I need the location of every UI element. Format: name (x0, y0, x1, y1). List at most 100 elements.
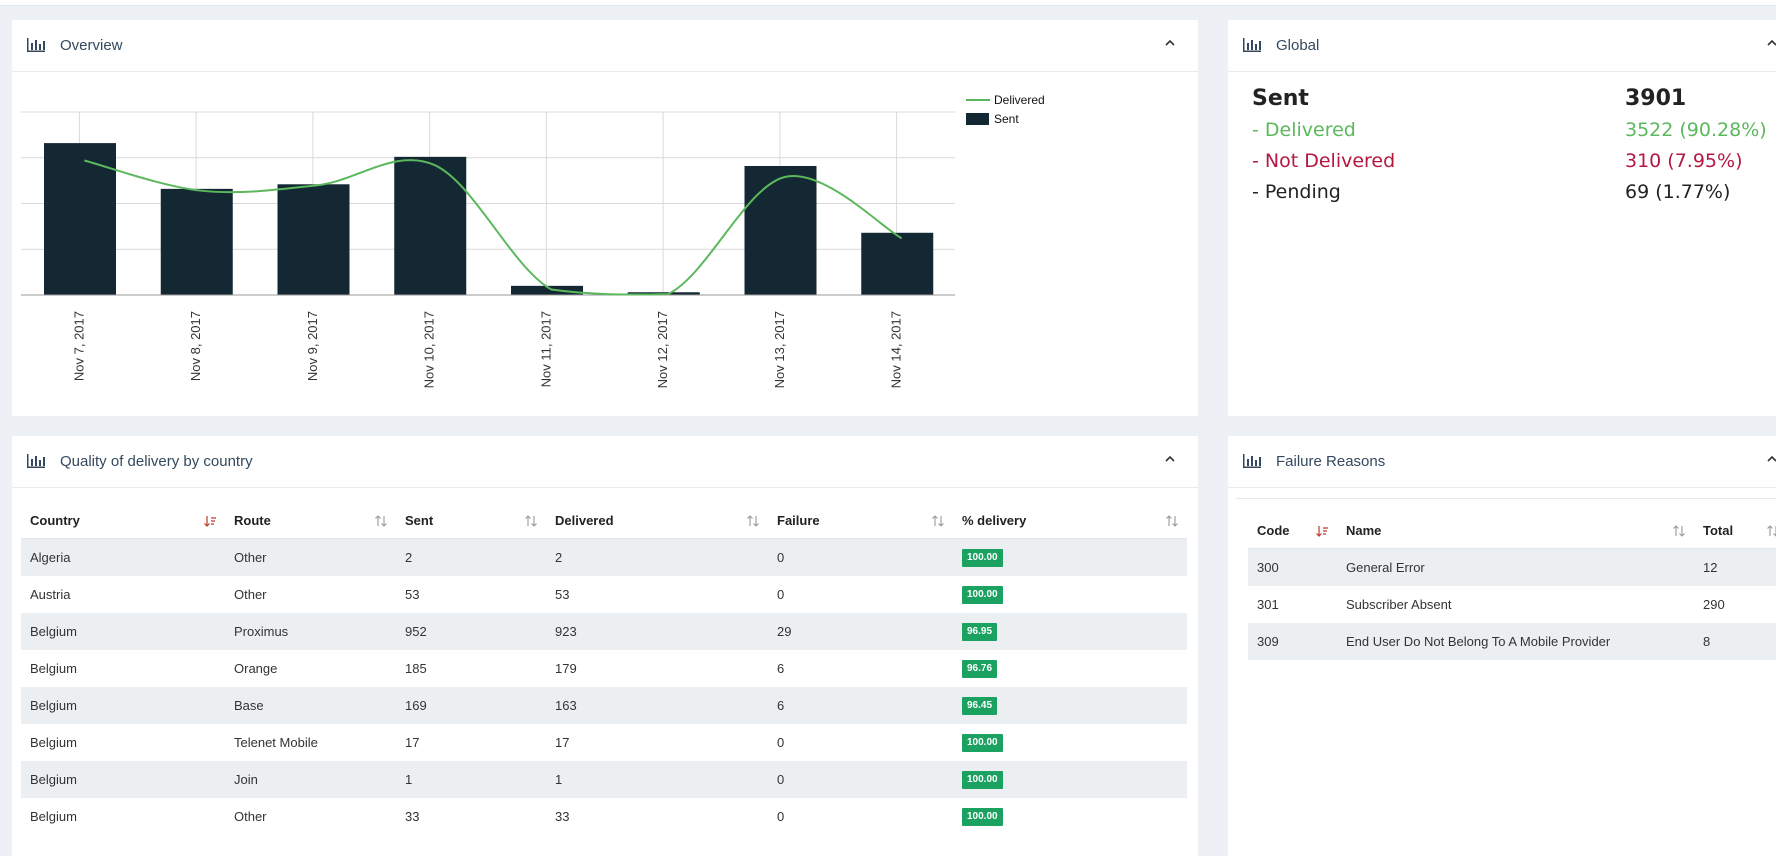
cell-value: Belgium (30, 809, 77, 824)
global-panel: Global Sent 3901 - Delivered 3522 (90.28… (1228, 20, 1776, 416)
line-delivered[interactable] (84, 159, 903, 296)
column-label: Total (1703, 522, 1734, 538)
bar-sent-2[interactable] (277, 184, 350, 295)
column-header-route[interactable]: Route (225, 502, 396, 539)
bar-sent-1[interactable] (160, 188, 233, 295)
chevron-up-icon[interactable] (1161, 450, 1179, 468)
cell-delivered: 1 (546, 761, 768, 798)
table-row[interactable]: Belgium Base 169 163 6 96.45 (21, 687, 1187, 724)
cell-delivery: 100.00 (953, 724, 1187, 761)
table-row[interactable]: 309 End User Do Not Belong To A Mobile Pr… (1248, 623, 1776, 660)
bar-sent-4[interactable] (511, 285, 583, 295)
cell-code: 301 (1248, 586, 1337, 623)
chevron-up-icon[interactable] (1161, 34, 1179, 52)
table-row[interactable]: 301 Subscriber Absent 290 (1248, 586, 1776, 623)
legend-label-delivered: Delivered (994, 92, 1045, 107)
cell-value: 179 (555, 661, 577, 676)
cell-country: Belgium (21, 724, 225, 761)
cell-route: Telenet Mobile (225, 724, 396, 761)
cell-delivery: 96.95 (953, 613, 1187, 650)
cell-failure: 0 (768, 761, 953, 798)
table-row[interactable]: Belgium Join 1 1 0 100.00 (21, 761, 1187, 798)
cell-delivered: 179 (546, 650, 768, 687)
column-header-code[interactable]: Code (1248, 512, 1337, 549)
cell-value: 1 (555, 772, 563, 787)
cell-value: 923 (555, 624, 577, 639)
cell-sent: 53 (396, 576, 546, 613)
cell-value: 6 (777, 661, 785, 676)
table-row[interactable]: Austria Other 53 53 0 100.00 (21, 576, 1187, 613)
chevron-up-icon[interactable] (1763, 34, 1776, 52)
bar-sent-0[interactable] (44, 143, 116, 295)
cell-value: 185 (405, 661, 427, 676)
x-tick-label: Nov 13, 2017 (772, 311, 787, 388)
cell-route: Other (225, 538, 396, 576)
sort-icon[interactable] (1766, 524, 1776, 538)
table-row[interactable]: Belgium Telenet Mobile 17 17 0 100.00 (21, 724, 1187, 761)
column-header-name[interactable]: Name (1337, 512, 1694, 549)
bar-sent-6[interactable] (744, 165, 817, 295)
delivered-value: 3522 (90.28%) (1625, 119, 1767, 141)
sort-desc-icon[interactable] (1315, 524, 1329, 538)
table-row[interactable]: Belgium Proximus 952 923 29 96.95 (21, 613, 1187, 650)
cell-value: Belgium (30, 661, 77, 676)
cell-name: General Error (1337, 548, 1694, 586)
cell-failure: 6 (768, 650, 953, 687)
sort-icon[interactable] (374, 514, 388, 528)
chevron-up-icon[interactable] (1763, 450, 1776, 468)
cell-value: Subscriber Absent (1346, 597, 1452, 612)
not-delivered-label: - Not Delivered (1252, 150, 1396, 172)
cell-value: 0 (777, 550, 785, 565)
table-row[interactable]: Belgium Other 33 33 0 100.00 (21, 798, 1187, 835)
column-label: Route (234, 512, 271, 528)
cell-value: Algeria (30, 550, 71, 565)
global-header: Global (1228, 20, 1776, 72)
cell-value: 33 (555, 809, 570, 824)
legend-label-sent: Sent (994, 111, 1019, 126)
sort-icon[interactable] (931, 514, 945, 528)
cell-value: 0 (777, 809, 785, 824)
x-tick-label: Nov 10, 2017 (422, 311, 437, 388)
column-header-delivery[interactable]: % delivery (953, 502, 1187, 539)
cell-value: Other (234, 587, 267, 602)
bar-chart-icon (27, 454, 45, 468)
cell-value: Telenet Mobile (234, 735, 318, 750)
sort-desc-icon[interactable] (203, 514, 217, 528)
cell-country: Belgium (21, 613, 225, 650)
top-bar (0, 0, 1776, 6)
column-header-delivered[interactable]: Delivered (546, 502, 768, 539)
sort-icon[interactable] (524, 514, 538, 528)
delivery-badge: 96.95 (962, 623, 998, 641)
cell-value: Belgium (30, 772, 77, 787)
column-header-country[interactable]: Country (21, 502, 225, 539)
cell-name: Subscriber Absent (1337, 586, 1694, 623)
quality-header: Quality of delivery by country (12, 436, 1198, 488)
cell-value: 53 (555, 587, 570, 602)
column-header-total[interactable]: Total (1694, 512, 1776, 549)
cell-value: 8 (1703, 634, 1711, 649)
quality-panel: Quality of delivery by country Country Ro… (12, 436, 1198, 856)
bar-sent-3[interactable] (394, 156, 467, 295)
sort-icon[interactable] (1165, 514, 1179, 528)
cell-sent: 2 (396, 538, 546, 576)
cell-delivery: 100.00 (953, 576, 1187, 613)
cell-value: 301 (1257, 597, 1279, 612)
cell-sent: 33 (396, 798, 546, 835)
legend-item-sent[interactable]: Sent (966, 109, 1045, 128)
quality-table: Country Route Sent Delivered Failure % delive… (21, 502, 1187, 835)
column-header-sent[interactable]: Sent (396, 502, 546, 539)
sort-icon[interactable] (746, 514, 760, 528)
legend-item-delivered[interactable]: Delivered (966, 90, 1045, 109)
bar-sent-7[interactable] (861, 232, 934, 295)
x-tick-label: Nov 9, 2017 (305, 311, 320, 381)
table-row[interactable]: Algeria Other 2 2 0 100.00 (21, 538, 1187, 576)
sort-icon[interactable] (1672, 524, 1686, 538)
failure-title: Failure Reasons (1276, 453, 1386, 470)
cell-total: 12 (1694, 548, 1776, 586)
cell-value: 163 (555, 698, 577, 713)
table-row[interactable]: 300 General Error 12 (1248, 548, 1776, 586)
table-row[interactable]: Belgium Orange 185 179 6 96.76 (21, 650, 1187, 687)
column-header-failure[interactable]: Failure (768, 502, 953, 539)
cell-route: Join (225, 761, 396, 798)
cell-country: Belgium (21, 798, 225, 835)
